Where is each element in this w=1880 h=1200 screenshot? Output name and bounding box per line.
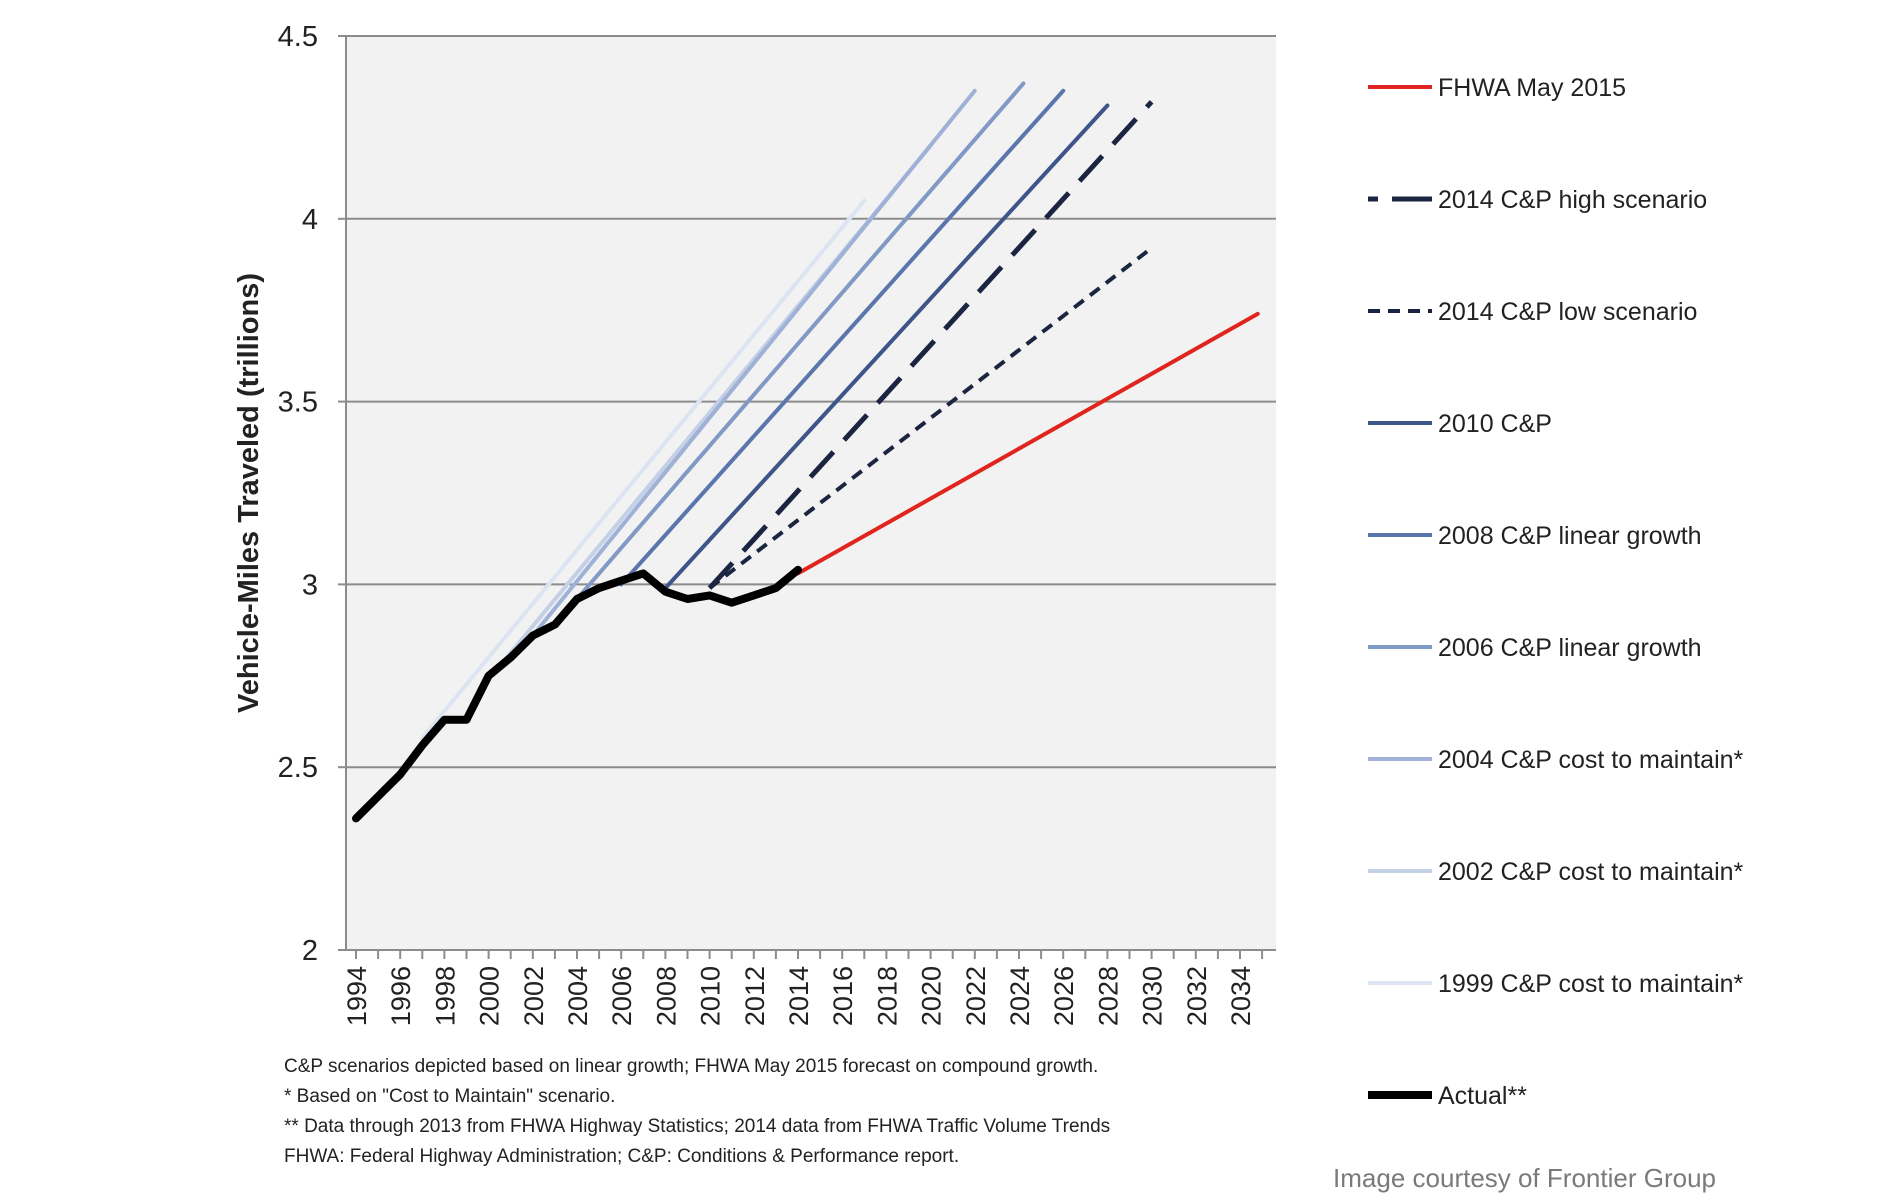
x-tick-label: 2018 (872, 966, 902, 1026)
series-line-2004-c-p-cost-to-maintain (530, 88, 977, 638)
image-credit: Image courtesy of Frontier Group (1333, 1163, 1716, 1193)
x-tick-label: 2028 (1093, 966, 1123, 1026)
x-tick-label: 2034 (1226, 966, 1256, 1026)
legend-label: Actual** (1438, 1082, 1527, 1110)
x-tick-labels: 1994 1996 1998 2000 2002 2004 2006 2008 2010 2012… (342, 966, 1256, 1026)
y-tick-label: 4 (302, 204, 318, 236)
series-line-2008-c-p-linear-growth (619, 88, 1066, 587)
y-tick-label: 3 (302, 569, 318, 601)
y-axis-label: Vehicle-Miles Traveled (trillions) (233, 273, 265, 713)
x-tick-label: 2022 (961, 966, 991, 1026)
x-tick-label: 2006 (607, 966, 637, 1026)
legend-label: 2008 C&P linear growth (1438, 522, 1702, 550)
x-tick-label: 1998 (430, 966, 460, 1026)
footnote-line: FHWA: Federal Highway Administration; C&… (284, 1146, 960, 1167)
legend-label: 2010 C&P (1438, 410, 1552, 438)
x-tick-label: 2024 (1005, 966, 1035, 1026)
y-tick-labels: 2 2.5 3 3.5 4 4.5 (278, 21, 318, 967)
x-tick-label: 1996 (386, 966, 416, 1026)
y-tick-label: 2.5 (278, 752, 318, 784)
series-line-fhwa-may-2015 (796, 311, 1260, 576)
legend-label: 2002 C&P cost to maintain* (1438, 858, 1744, 886)
x-tick-label: 2020 (917, 966, 947, 1026)
footnote-line: ** Data through 2013 from FHWA Highway S… (284, 1116, 1111, 1137)
legend-label: 2014 C&P high scenario (1438, 186, 1707, 214)
footnotes: C&P scenarios depicted based on linear g… (284, 1052, 1110, 1172)
x-tick-label: 2012 (740, 966, 770, 1026)
y-tick-label: 4.5 (278, 21, 318, 53)
x-tick-label: 2000 (475, 966, 505, 1026)
legend-label: 1999 C&P cost to maintain* (1438, 970, 1744, 998)
y-tick-label: 2 (302, 935, 318, 967)
series-line-2014-c-p-high-scenario (707, 100, 1154, 590)
x-tick-label: 2026 (1049, 966, 1079, 1026)
x-tick-label: 2008 (651, 966, 681, 1026)
x-tick-label: 2030 (1138, 966, 1168, 1026)
legend-label: FHWA May 2015 (1438, 74, 1626, 102)
gridlines (346, 35, 1276, 769)
plot-area (346, 36, 1276, 950)
legend-label: 2006 C&P linear growth (1438, 634, 1702, 662)
footnote-line: C&P scenarios depicted based on linear g… (284, 1056, 1099, 1077)
x-tick-label: 2002 (519, 966, 549, 1026)
x-tick-label: 2004 (563, 966, 593, 1026)
x-tick-label: 2032 (1182, 966, 1212, 1026)
y-tick-label: 3.5 (278, 387, 318, 419)
legend: FHWA May 2015 2014 C&P high scenario 2014 … (1368, 74, 1744, 1110)
footnote-line: * Based on "Cost to Maintain" scenario. (284, 1086, 616, 1107)
series-lines (352, 81, 1260, 823)
x-tick-label: 2016 (828, 966, 858, 1026)
series-line-1999-c-p-cost-to-maintain (420, 198, 867, 740)
x-tick-label: 1994 (342, 966, 372, 1026)
series-line-2014-c-p-low-scenario (708, 246, 1153, 590)
legend-label: 2014 C&P low scenario (1438, 298, 1697, 326)
legend-label: 2004 C&P cost to maintain* (1438, 746, 1744, 774)
series-line-2010-c-p (663, 103, 1110, 591)
axes (338, 35, 1276, 959)
x-tick-label: 2014 (784, 966, 814, 1026)
x-tick-label: 2010 (696, 966, 726, 1026)
series-line-actual (352, 565, 802, 823)
series-line-2006-c-p-linear-growth (575, 81, 1026, 601)
